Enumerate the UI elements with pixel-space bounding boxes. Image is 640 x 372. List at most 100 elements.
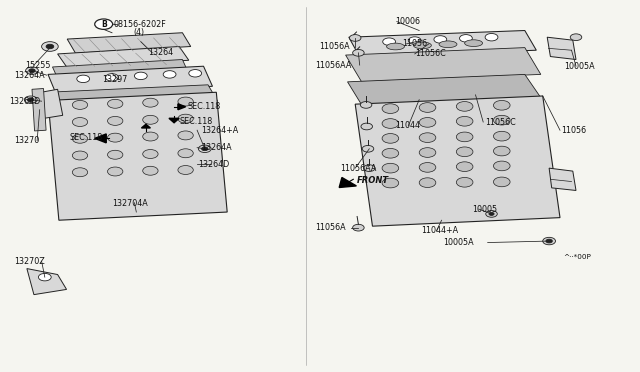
Circle shape	[353, 224, 364, 231]
Text: 13264A: 13264A	[202, 143, 232, 152]
Polygon shape	[95, 134, 106, 143]
Circle shape	[163, 71, 176, 78]
Text: 10005A: 10005A	[444, 238, 474, 247]
Circle shape	[72, 134, 88, 143]
Polygon shape	[48, 66, 212, 94]
Ellipse shape	[439, 41, 457, 48]
Polygon shape	[58, 46, 189, 68]
Ellipse shape	[465, 40, 483, 46]
Polygon shape	[37, 89, 63, 119]
Circle shape	[434, 36, 447, 43]
Text: ^··*00P: ^··*00P	[563, 254, 591, 260]
Text: B: B	[101, 20, 106, 29]
Text: 13270Z: 13270Z	[14, 257, 45, 266]
Text: 11056: 11056	[402, 39, 427, 48]
Text: 10005: 10005	[472, 205, 497, 214]
Circle shape	[189, 70, 202, 77]
Polygon shape	[52, 60, 189, 81]
Text: FRONT: FRONT	[357, 176, 389, 185]
Text: 11056C: 11056C	[415, 49, 445, 58]
Text: 13264D: 13264D	[10, 97, 41, 106]
Circle shape	[38, 273, 51, 281]
Circle shape	[456, 177, 473, 187]
Text: 13264: 13264	[148, 48, 173, 57]
Text: 132704A: 132704A	[112, 199, 148, 208]
Text: 13297: 13297	[102, 75, 128, 84]
Circle shape	[28, 98, 34, 102]
Polygon shape	[348, 74, 543, 108]
Ellipse shape	[413, 42, 431, 49]
Text: 11056: 11056	[561, 126, 586, 135]
Text: 11056A: 11056A	[316, 223, 346, 232]
Circle shape	[72, 151, 88, 160]
Circle shape	[493, 100, 510, 110]
Circle shape	[419, 118, 436, 127]
Circle shape	[419, 148, 436, 157]
Circle shape	[419, 178, 436, 187]
Text: 13270: 13270	[14, 136, 39, 145]
Text: SEC.118: SEC.118	[179, 117, 212, 126]
Polygon shape	[32, 89, 46, 131]
Circle shape	[178, 131, 193, 140]
Circle shape	[362, 145, 374, 152]
Circle shape	[143, 150, 158, 158]
Text: 11056C: 11056C	[485, 118, 516, 126]
Circle shape	[108, 167, 123, 176]
Circle shape	[202, 147, 208, 151]
Text: 11044+A: 11044+A	[421, 226, 458, 235]
Circle shape	[364, 165, 375, 171]
Circle shape	[456, 102, 473, 111]
Circle shape	[178, 149, 193, 158]
Circle shape	[460, 35, 472, 42]
Circle shape	[382, 178, 399, 188]
Text: 13264A: 13264A	[14, 71, 45, 80]
Circle shape	[493, 146, 510, 156]
Text: 10006: 10006	[396, 17, 420, 26]
Circle shape	[106, 74, 118, 81]
Text: 11044: 11044	[396, 121, 420, 130]
Circle shape	[29, 69, 35, 73]
Circle shape	[46, 44, 54, 49]
Circle shape	[493, 161, 510, 171]
Circle shape	[489, 212, 494, 215]
Polygon shape	[169, 118, 179, 123]
Circle shape	[360, 102, 372, 108]
Text: 13264+A: 13264+A	[202, 126, 239, 135]
Circle shape	[108, 99, 123, 108]
Circle shape	[456, 116, 473, 126]
Circle shape	[486, 211, 497, 217]
Circle shape	[382, 148, 399, 158]
Circle shape	[493, 131, 510, 141]
Ellipse shape	[387, 43, 404, 50]
Circle shape	[72, 118, 88, 126]
Polygon shape	[349, 31, 536, 57]
Circle shape	[353, 49, 364, 56]
Polygon shape	[48, 85, 218, 109]
Text: 11056AA: 11056AA	[340, 164, 377, 173]
Polygon shape	[178, 104, 186, 110]
Circle shape	[382, 119, 399, 128]
Circle shape	[26, 67, 38, 74]
Circle shape	[178, 114, 193, 123]
Circle shape	[134, 72, 147, 80]
Circle shape	[178, 166, 193, 174]
Text: 11056A: 11056A	[319, 42, 349, 51]
Circle shape	[72, 100, 88, 109]
Circle shape	[546, 239, 552, 243]
Circle shape	[143, 115, 158, 124]
Text: 15255: 15255	[26, 61, 51, 70]
Text: 11056AA: 11056AA	[316, 61, 352, 70]
Circle shape	[143, 98, 158, 107]
Text: SEC.118: SEC.118	[188, 102, 221, 111]
Circle shape	[42, 42, 58, 51]
Circle shape	[382, 163, 399, 173]
Circle shape	[493, 115, 510, 125]
Polygon shape	[27, 269, 67, 295]
Polygon shape	[339, 177, 356, 187]
Circle shape	[543, 237, 556, 245]
Circle shape	[456, 132, 473, 142]
Circle shape	[456, 147, 473, 157]
Circle shape	[419, 133, 436, 142]
Polygon shape	[547, 37, 576, 60]
Circle shape	[198, 145, 211, 153]
